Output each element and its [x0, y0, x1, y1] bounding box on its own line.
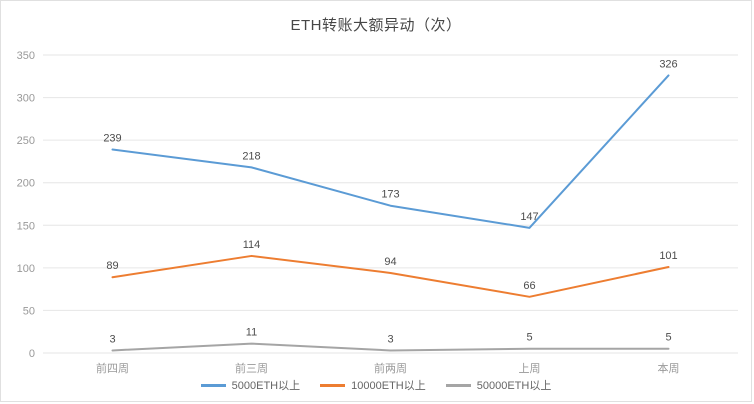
- y-tick-label: 50: [23, 305, 35, 317]
- data-label: 101: [659, 250, 677, 262]
- data-label: 3: [387, 333, 393, 345]
- x-tick-label: 前三周: [235, 361, 268, 375]
- data-label: 5: [665, 332, 671, 344]
- x-tick-label: 前两周: [374, 361, 407, 375]
- series-line-0[interactable]: [111, 74, 670, 229]
- legend-line-marker: [320, 383, 346, 387]
- legend-label: 10000ETH以上: [351, 380, 426, 392]
- y-tick-label: 150: [17, 220, 35, 232]
- data-label: 147: [520, 211, 538, 223]
- data-label: 218: [242, 150, 260, 162]
- legend-line-marker: [445, 383, 471, 387]
- y-tick-label: 250: [17, 135, 35, 147]
- data-label: 5: [526, 332, 532, 344]
- x-tick-label: 前四周: [96, 361, 129, 375]
- y-tick-label: 350: [17, 50, 35, 62]
- y-tick-label: 300: [17, 93, 35, 105]
- data-label: 66: [523, 280, 535, 292]
- chart-title: ETH转账大额异动（次）: [290, 17, 462, 34]
- data-label: 89: [106, 260, 118, 272]
- data-label: 173: [381, 189, 399, 201]
- data-label: 94: [384, 256, 396, 268]
- x-tick-label: 上周: [519, 362, 541, 375]
- y-tick-label: 200: [17, 178, 35, 190]
- y-tick-label: 0: [29, 348, 35, 360]
- data-label: 11: [246, 327, 257, 339]
- legend-label: 5000ETH以上: [231, 380, 301, 392]
- x-tick-label: 本周: [658, 361, 680, 375]
- y-tick-label: 100: [17, 263, 35, 275]
- line-chart: 0 50 100 150 200 250 300 350 前四周 前三周 前两周 上周 本周 239 218…: [17, 50, 738, 375]
- legend-label: 50000ETH以上: [476, 380, 552, 392]
- data-label: 3: [109, 333, 115, 345]
- series-line-1[interactable]: [111, 254, 670, 298]
- legend-line-marker: [200, 383, 226, 387]
- series-line-2[interactable]: [111, 342, 670, 352]
- legend-item-0[interactable]: 5000ETH以上: [200, 377, 301, 393]
- legend-item-1[interactable]: 10000ETH以上: [320, 377, 426, 393]
- data-label: 114: [243, 239, 261, 251]
- data-label: 239: [103, 133, 121, 145]
- legend-item-2[interactable]: 50000ETH以上: [445, 377, 552, 393]
- data-label: 326: [659, 58, 677, 70]
- legend: 5000ETH以上 10000ETH以上 50000ETH以上: [1, 374, 751, 394]
